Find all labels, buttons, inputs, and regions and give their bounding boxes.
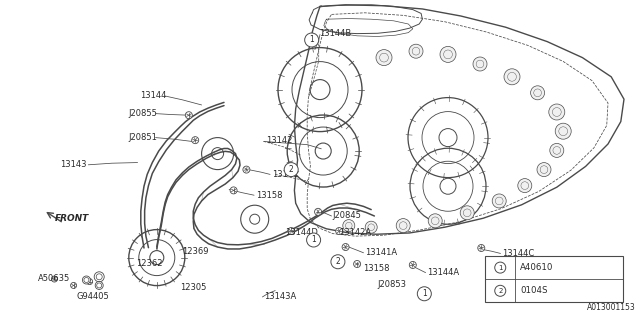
Text: 2: 2 bbox=[498, 288, 502, 294]
Text: A50635: A50635 bbox=[38, 274, 70, 283]
Circle shape bbox=[409, 44, 423, 58]
Text: 1: 1 bbox=[422, 289, 427, 298]
Circle shape bbox=[492, 194, 506, 208]
Circle shape bbox=[343, 220, 355, 232]
Text: 12369: 12369 bbox=[182, 247, 209, 256]
Text: J20855: J20855 bbox=[128, 109, 157, 118]
Circle shape bbox=[83, 276, 90, 284]
Circle shape bbox=[473, 57, 487, 71]
Circle shape bbox=[230, 187, 237, 194]
Circle shape bbox=[537, 163, 551, 177]
Text: 1: 1 bbox=[498, 265, 502, 271]
Circle shape bbox=[94, 272, 104, 282]
Circle shape bbox=[70, 283, 77, 288]
Circle shape bbox=[365, 221, 377, 233]
Text: 12362: 12362 bbox=[136, 260, 162, 268]
Circle shape bbox=[86, 279, 93, 284]
Circle shape bbox=[440, 46, 456, 62]
Circle shape bbox=[315, 208, 321, 215]
Text: 13143: 13143 bbox=[60, 160, 86, 169]
Text: 1: 1 bbox=[309, 36, 314, 44]
Text: A013001153: A013001153 bbox=[588, 303, 636, 312]
Text: J20851: J20851 bbox=[128, 133, 157, 142]
Circle shape bbox=[410, 261, 416, 268]
Text: A40610: A40610 bbox=[520, 263, 554, 272]
Text: 13158: 13158 bbox=[364, 264, 390, 273]
Circle shape bbox=[556, 123, 572, 139]
Text: 13144A: 13144A bbox=[428, 268, 460, 277]
Text: 2: 2 bbox=[289, 165, 294, 174]
Text: J20845: J20845 bbox=[333, 212, 362, 220]
Circle shape bbox=[417, 287, 431, 301]
Circle shape bbox=[550, 143, 564, 157]
Circle shape bbox=[192, 137, 198, 144]
Text: J20853: J20853 bbox=[378, 280, 406, 289]
Text: 12305: 12305 bbox=[180, 283, 207, 292]
Circle shape bbox=[548, 104, 564, 120]
Text: FRONT: FRONT bbox=[54, 214, 89, 223]
Circle shape bbox=[376, 50, 392, 66]
Text: 13144B: 13144B bbox=[319, 29, 351, 38]
Circle shape bbox=[331, 255, 345, 269]
Text: 13144: 13144 bbox=[140, 92, 166, 100]
Circle shape bbox=[336, 228, 342, 235]
Text: 13144C: 13144C bbox=[502, 249, 534, 258]
Circle shape bbox=[396, 219, 410, 233]
Text: G94405: G94405 bbox=[77, 292, 109, 301]
Circle shape bbox=[284, 163, 298, 177]
Bar bbox=[485, 256, 623, 302]
Circle shape bbox=[307, 233, 321, 247]
Text: 13143A: 13143A bbox=[264, 292, 296, 301]
Circle shape bbox=[342, 244, 349, 251]
Circle shape bbox=[186, 112, 192, 119]
Text: 2: 2 bbox=[335, 257, 340, 266]
Text: 1: 1 bbox=[311, 236, 316, 244]
Circle shape bbox=[518, 179, 532, 193]
Circle shape bbox=[243, 166, 250, 173]
Circle shape bbox=[288, 228, 294, 235]
Circle shape bbox=[354, 260, 360, 268]
Circle shape bbox=[51, 276, 58, 282]
Circle shape bbox=[428, 214, 442, 228]
Circle shape bbox=[460, 206, 474, 220]
Circle shape bbox=[495, 262, 506, 273]
Circle shape bbox=[305, 33, 319, 47]
Text: 13142: 13142 bbox=[266, 136, 292, 145]
Circle shape bbox=[95, 282, 103, 289]
Text: 0104S: 0104S bbox=[520, 286, 548, 295]
Circle shape bbox=[531, 86, 545, 100]
Text: 13142A: 13142A bbox=[339, 228, 371, 237]
Text: 13158: 13158 bbox=[256, 191, 282, 200]
Text: 13141: 13141 bbox=[272, 170, 298, 179]
Circle shape bbox=[495, 285, 506, 296]
Text: 13141A: 13141A bbox=[365, 248, 397, 257]
Circle shape bbox=[478, 244, 484, 252]
Text: 13144D: 13144D bbox=[285, 228, 317, 237]
Circle shape bbox=[504, 69, 520, 85]
